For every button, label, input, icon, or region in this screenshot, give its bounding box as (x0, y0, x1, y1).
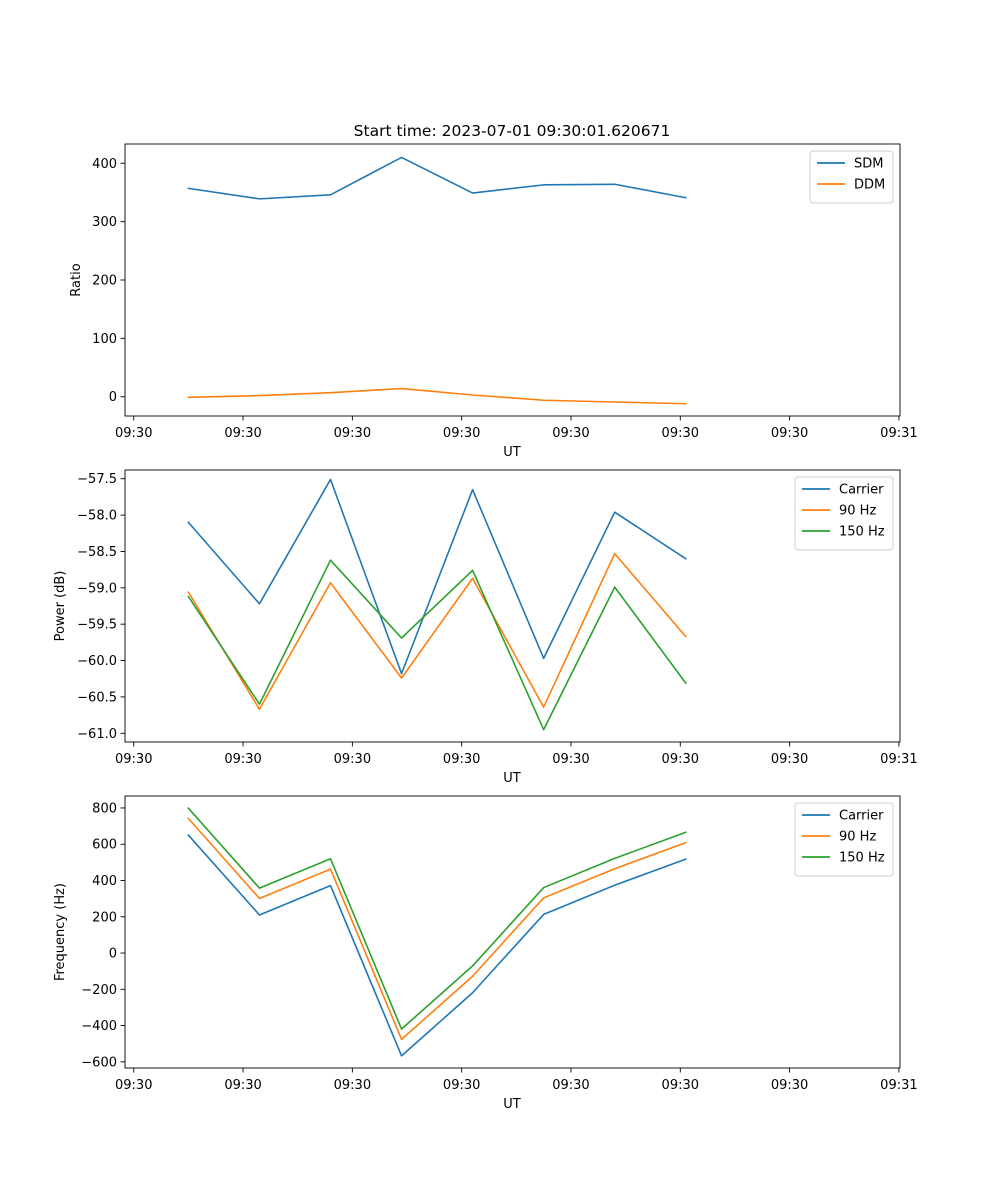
y-tick-label: 400 (92, 157, 117, 172)
legend-label: Carrier (839, 809, 884, 824)
figure: Start time: 2023-07-01 09:30:01.620671 0… (0, 0, 1000, 1200)
x-tick-label: 09:30 (443, 1078, 480, 1093)
x-tick-label: 09:30 (552, 426, 589, 441)
x-tick-label: 09:31 (880, 752, 917, 767)
y-tick-label: 200 (92, 274, 117, 289)
y-tick-label: −400 (81, 1019, 117, 1034)
x-tick-label: 09:31 (880, 426, 917, 441)
y-tick-label: 0 (109, 390, 117, 405)
y-tick-label: −61.0 (77, 727, 117, 742)
y-tick-label: −600 (81, 1055, 117, 1070)
x-tick-label: 09:30 (662, 752, 699, 767)
y-tick-label: 800 (92, 801, 117, 816)
x-tick-label: 09:30 (443, 426, 480, 441)
y-tick-label: 0 (109, 947, 117, 962)
x-tick-label: 09:30 (334, 1078, 371, 1093)
legend-label: DDM (854, 178, 885, 193)
legend: Carrier 90 Hz 150 Hz (795, 803, 893, 876)
x-tick-label: 09:30 (224, 426, 261, 441)
y-tick-label: −200 (81, 983, 117, 998)
y-axis-label: Power (dB) (53, 571, 68, 642)
x-axis-label: UT (503, 445, 521, 460)
x-tick-label: 09:30 (115, 1078, 152, 1093)
y-tick-label: 600 (92, 838, 117, 853)
x-tick-label: 09:30 (443, 752, 480, 767)
y-axis-label: Ratio (69, 263, 84, 296)
x-axis-label: UT (503, 771, 521, 786)
y-tick-label: 100 (92, 332, 117, 347)
figure-title: Start time: 2023-07-01 09:30:01.620671 (354, 122, 671, 140)
x-tick-label: 09:30 (662, 426, 699, 441)
x-tick-label: 09:30 (771, 1078, 808, 1093)
x-tick-label: 09:30 (552, 1078, 589, 1093)
x-tick-label: 09:30 (224, 1078, 261, 1093)
legend-label: 90 Hz (839, 504, 876, 519)
legend-label: 150 Hz (839, 851, 885, 866)
legend: SDM DDM (810, 151, 893, 203)
x-tick-label: 09:30 (224, 752, 261, 767)
y-tick-label: 300 (92, 215, 117, 230)
x-axis-label: UT (503, 1097, 521, 1112)
x-tick-label: 09:30 (334, 426, 371, 441)
x-tick-label: 09:30 (115, 752, 152, 767)
legend-label: SDM (854, 157, 883, 172)
y-tick-label: 200 (92, 910, 117, 925)
y-tick-label: −58.0 (77, 509, 117, 524)
x-tick-label: 09:30 (115, 426, 152, 441)
x-tick-label: 09:30 (662, 1078, 699, 1093)
x-tick-label: 09:30 (552, 752, 589, 767)
y-tick-label: −60.0 (77, 654, 117, 669)
y-tick-label: −60.5 (77, 690, 117, 705)
y-tick-label: −57.5 (77, 472, 117, 487)
legend-label: Carrier (839, 483, 884, 498)
y-tick-label: −58.5 (77, 545, 117, 560)
y-tick-label: −59.5 (77, 618, 117, 633)
y-tick-label: 400 (92, 874, 117, 889)
y-axis-label: Frequency (Hz) (53, 883, 68, 981)
x-tick-label: 09:30 (771, 426, 808, 441)
legend-label: 90 Hz (839, 830, 876, 845)
x-tick-label: 09:31 (880, 1078, 917, 1093)
legend-label: 150 Hz (839, 525, 885, 540)
legend: Carrier 90 Hz 150 Hz (795, 477, 893, 550)
y-tick-label: −59.0 (77, 581, 117, 596)
x-tick-label: 09:30 (334, 752, 371, 767)
x-tick-label: 09:30 (771, 752, 808, 767)
